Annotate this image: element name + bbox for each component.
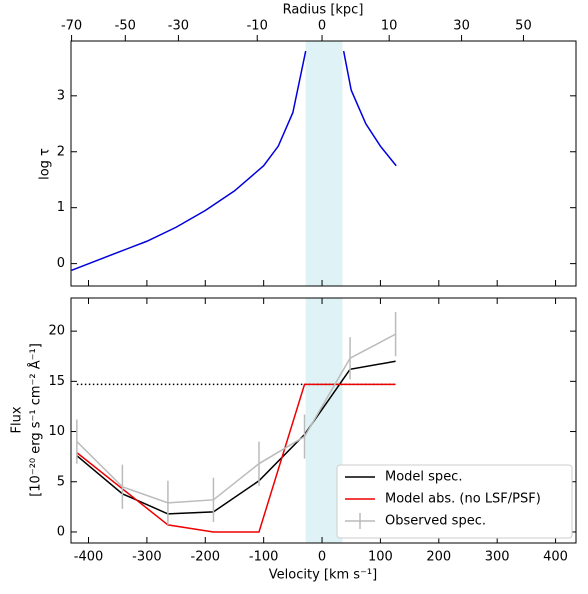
x-tick-label: 200 — [426, 550, 451, 565]
series-line — [76, 383, 396, 533]
series-line — [76, 333, 396, 504]
plot-frame — [70, 297, 577, 544]
legend-label: Model abs. (no LSF/PSF) — [385, 492, 541, 507]
y-tick-label: 15 — [48, 374, 65, 389]
y-axis-label: log τ — [38, 148, 53, 180]
x2-tick-label: -70 — [61, 19, 82, 34]
top-axis-label: Radius [kpc] — [283, 3, 364, 18]
y-tick-label: 1 — [57, 200, 65, 215]
legend-label: Model spec. — [385, 470, 462, 485]
x-tick-label: -400 — [74, 550, 104, 565]
y-tick-label: 20 — [48, 324, 65, 339]
y-tick-label: 3 — [57, 88, 65, 103]
x-tick-label: -300 — [132, 550, 162, 565]
x2-tick-label: -10 — [247, 19, 268, 34]
series-line — [76, 360, 396, 515]
y-tick-label: 2 — [57, 144, 65, 159]
x-tick-label: -200 — [191, 550, 221, 565]
series-line — [71, 50, 307, 272]
x-tick-label: 300 — [485, 550, 510, 565]
shaded-band — [305, 41, 343, 286]
y-axis-label: Flux — [10, 406, 25, 433]
x2-tick-label: 30 — [453, 19, 470, 34]
legend-box — [336, 464, 573, 539]
x2-tick-label: 10 — [381, 19, 398, 34]
legend-label: Observed spec. — [385, 514, 486, 529]
x-tick-label: 100 — [368, 550, 393, 565]
y-tick-label: 0 — [57, 524, 65, 539]
x2-tick-label: 0 — [318, 19, 326, 34]
x-tick-label: 400 — [543, 550, 568, 565]
x-tick-label: 0 — [318, 550, 326, 565]
x-tick-label: -100 — [249, 550, 279, 565]
y-tick-label: 10 — [48, 424, 65, 439]
plot-frame — [70, 40, 577, 287]
x2-tick-label: 50 — [515, 19, 532, 34]
shaded-band — [305, 298, 343, 543]
x2-tick-label: -50 — [115, 19, 136, 34]
x2-tick-label: -30 — [168, 19, 189, 34]
y-tick-label: 5 — [57, 474, 65, 489]
y-axis-label: [10⁻²⁰ erg s⁻¹ cm⁻² Å⁻¹] — [28, 343, 44, 497]
series-line — [342, 50, 397, 167]
y-tick-label: 0 — [57, 256, 65, 271]
x-axis-label: Velocity [km s⁻¹] — [269, 568, 377, 583]
